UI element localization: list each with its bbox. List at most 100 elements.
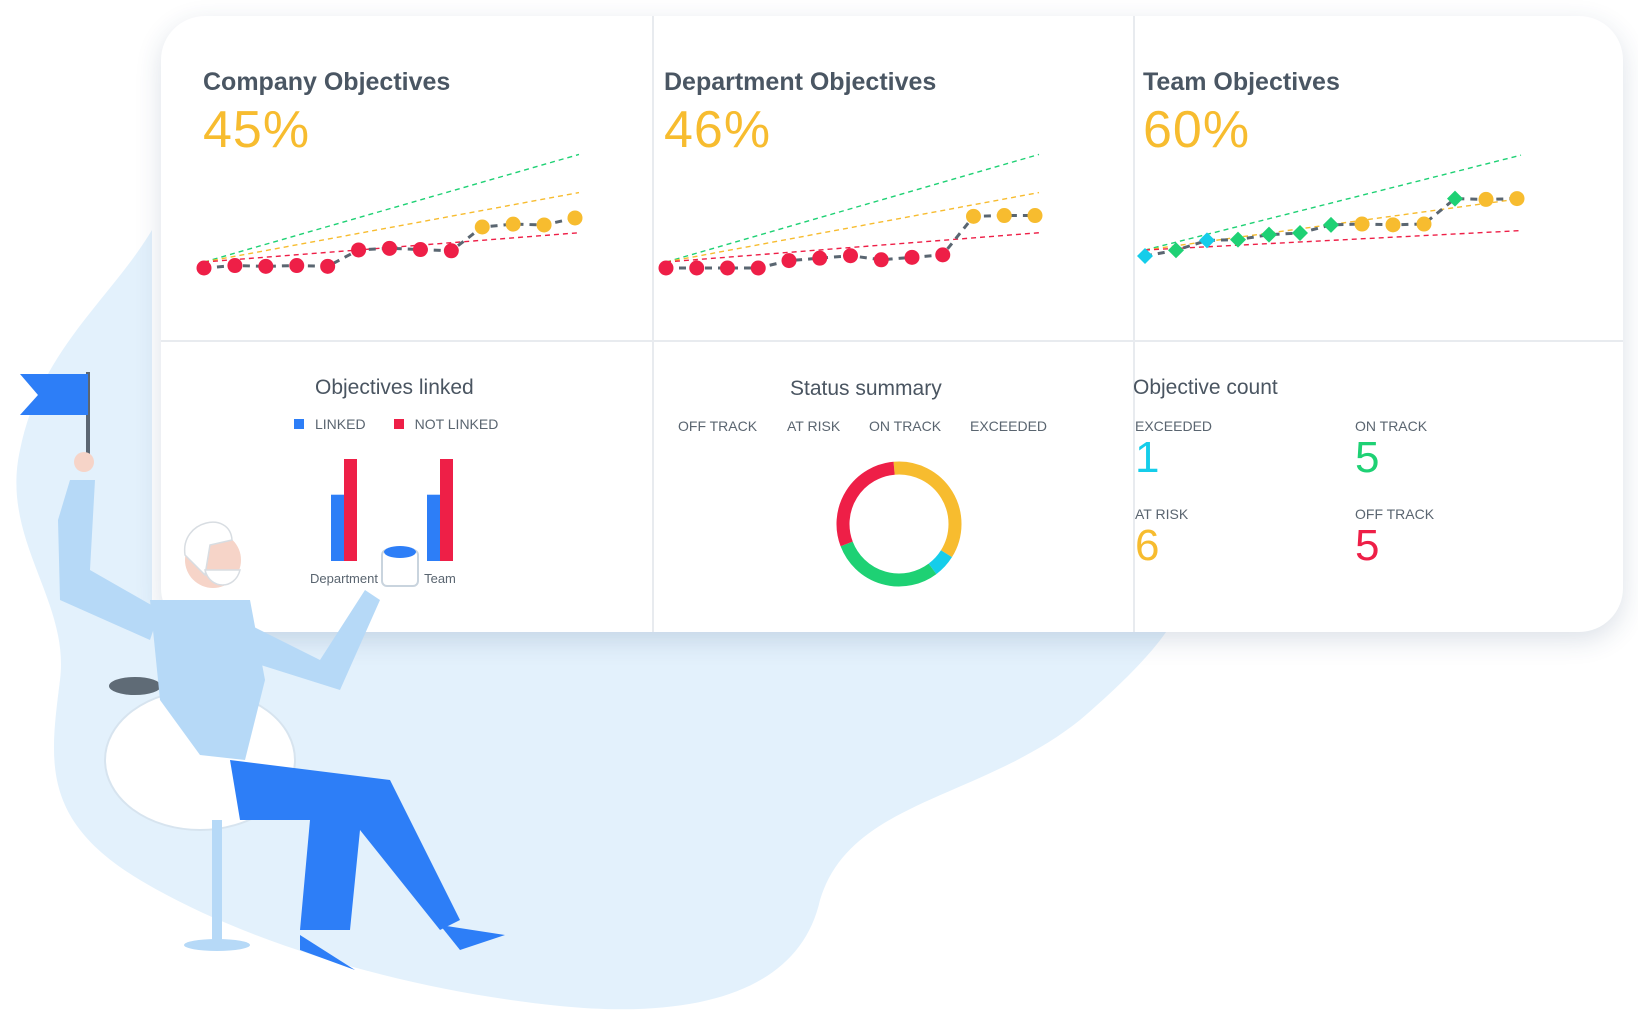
data-point <box>996 208 1012 224</box>
data-point <box>904 249 920 265</box>
mug-coffee <box>384 546 416 558</box>
data-point <box>1323 216 1339 233</box>
bar-department-linked <box>331 494 344 561</box>
team-objectives-chart <box>1137 154 1525 264</box>
department-objectives-panel[interactable]: Department Objectives 46% <box>654 16 1133 340</box>
person-shoe <box>300 935 355 970</box>
objectives-linked-bar-chart: Department Team <box>310 459 456 586</box>
data-point <box>812 250 828 266</box>
data-point <box>505 216 521 232</box>
data-point <box>1354 216 1370 232</box>
person-shoe <box>440 925 505 950</box>
data-point <box>443 243 459 259</box>
data-point <box>781 253 797 269</box>
count-value-on-track: 5 <box>1355 433 1380 482</box>
data-point <box>536 217 552 233</box>
column-divider <box>1133 16 1135 632</box>
trend-line-at-risk <box>203 191 580 263</box>
x-tick-label: Team <box>424 571 456 586</box>
objectives-linked-title: Objectives linked <box>315 376 474 399</box>
data-point <box>1261 226 1277 243</box>
bar-team-not-linked <box>440 459 453 561</box>
data-point <box>1509 191 1525 207</box>
status-label-at-risk: AT RISK <box>787 418 841 434</box>
person-torso <box>150 600 265 760</box>
status-label-off-track: OFF TRACK <box>678 418 758 434</box>
data-point <box>843 248 858 264</box>
company-objectives-panel[interactable]: Company Objectives 45% <box>161 16 652 340</box>
chair-armrest <box>109 677 161 695</box>
data-point <box>196 260 212 276</box>
data-point <box>1230 231 1246 248</box>
status-summary-title: Status summary <box>790 377 942 400</box>
data-point <box>1199 232 1215 249</box>
donut-slice-exceeded <box>928 550 952 575</box>
person-legs <box>230 760 460 930</box>
legend-not-linked: NOT LINKED <box>393 416 499 432</box>
data-point <box>1137 248 1153 264</box>
data-point <box>873 252 889 268</box>
person-beard <box>204 569 241 586</box>
chair-stem <box>212 820 222 942</box>
legend-swatch-not-linked <box>393 419 404 429</box>
data-point <box>750 260 766 276</box>
donut-slice-on-track <box>840 541 937 587</box>
trend-line-on-track <box>665 153 1040 263</box>
data-point <box>1168 242 1184 259</box>
data-point <box>474 219 490 235</box>
data-point <box>1385 217 1401 233</box>
status-label-on-track: ON TRACK <box>869 418 942 434</box>
data-point <box>1478 191 1494 207</box>
company-objectives-chart <box>196 153 583 276</box>
data-point <box>1292 225 1308 242</box>
okr-dashboard-card: Company Objectives 45% Department Object… <box>161 16 1623 632</box>
department-objectives-title: Department Objectives <box>664 68 937 96</box>
count-value-off-track: 5 <box>1355 521 1380 570</box>
data-point <box>966 208 981 224</box>
person-hair <box>184 521 233 577</box>
data-point <box>1416 216 1432 232</box>
status-summary-panel[interactable]: Status summary OFF TRACK AT RISK ON TRAC… <box>654 342 1133 632</box>
column-divider <box>652 16 654 632</box>
objective-count-title: Objective count <box>1133 376 1278 399</box>
trend-line-at-risk <box>665 191 1040 263</box>
team-objectives-panel[interactable]: Team Objectives 60% <box>1135 16 1623 340</box>
data-point <box>227 258 243 274</box>
data-point <box>351 242 367 258</box>
data-point <box>567 210 583 226</box>
bar-team-linked <box>427 494 440 561</box>
trend-line-on-track <box>203 153 580 263</box>
data-point <box>1447 190 1463 207</box>
data-point <box>320 258 336 274</box>
data-point <box>1027 208 1043 224</box>
count-value-exceeded: 1 <box>1135 433 1160 482</box>
count-label-on-track: ON TRACK <box>1355 418 1428 434</box>
legend-linked: LINKED <box>294 416 366 432</box>
data-point <box>258 258 274 274</box>
flag-icon <box>20 374 88 415</box>
data-point <box>658 260 674 276</box>
legend-label-not-linked: NOT LINKED <box>414 416 499 432</box>
data-point <box>720 260 735 276</box>
x-tick-label: Department <box>310 571 378 586</box>
trend-line-on-track <box>1144 154 1522 251</box>
person-hand <box>74 452 94 472</box>
team-objectives-percent: 60% <box>1143 101 1251 159</box>
count-value-at-risk: 6 <box>1135 521 1160 570</box>
data-point <box>935 247 951 263</box>
data-point <box>689 260 705 276</box>
person-illustration <box>20 372 505 970</box>
status-label-exceeded: EXCEEDED <box>970 418 1048 434</box>
person-arm <box>58 480 160 640</box>
company-objectives-percent: 45% <box>203 101 311 159</box>
data-point <box>382 240 397 256</box>
objectives-linked-panel[interactable]: Objectives linked LINKED NOT LINKED Depa… <box>161 342 652 632</box>
bar-department-not-linked <box>344 459 357 561</box>
department-objectives-chart <box>658 153 1043 276</box>
objective-count-panel[interactable]: Objective count EXCEEDED 1 ON TRACK 5 AT… <box>1133 342 1623 632</box>
donut-slice-at-risk <box>893 461 962 558</box>
legend-label-linked: LINKED <box>315 416 366 432</box>
donut-slice-off-track <box>836 461 895 547</box>
data-point <box>412 242 428 258</box>
company-objectives-title: Company Objectives <box>203 68 451 96</box>
